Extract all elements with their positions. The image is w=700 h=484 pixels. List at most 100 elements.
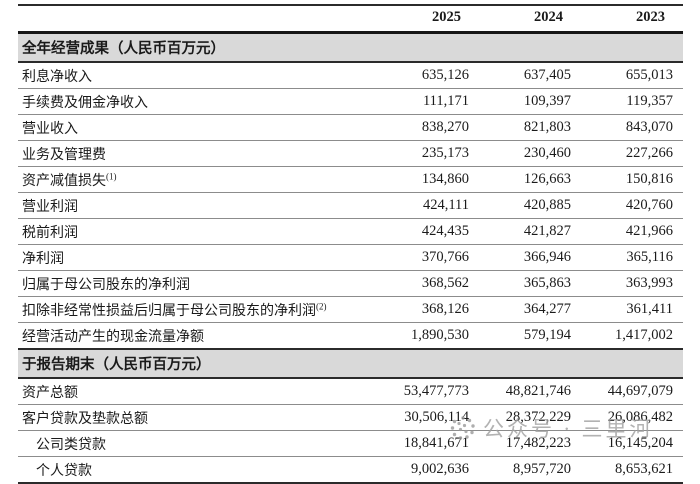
- value-cell: 655,013: [581, 62, 683, 89]
- year-header-row: 2025 2024 2023: [18, 4, 683, 34]
- value-cell: 126,663: [479, 166, 581, 193]
- value-cell: 230,460: [479, 140, 581, 167]
- year-header-2024: 2024: [479, 4, 581, 34]
- row-label-text: 扣除非经常性损益后归属于母公司股东的净利润: [22, 303, 316, 319]
- empty-header-cell: [18, 4, 377, 34]
- row-label: 扣除非经常性损益后归属于母公司股东的净利润(2): [18, 296, 377, 323]
- row-label-text: 税前利润: [22, 225, 78, 241]
- row-label: 个人贷款: [18, 456, 377, 484]
- year-header-2025: 2025: [377, 4, 479, 34]
- value-cell: 28,372,229: [479, 404, 581, 431]
- row-label-text: 利息净收入: [22, 69, 92, 85]
- table-row: 业务及管理费 235,173 230,460 227,266: [18, 140, 683, 167]
- value-cell: 8,653,621: [581, 456, 683, 484]
- section-title: 于报告期末（人民币百万元）: [18, 348, 683, 379]
- value-cell: 235,173: [377, 140, 479, 167]
- footnote-marker: (2): [316, 300, 327, 311]
- value-cell: 366,946: [479, 244, 581, 271]
- value-cell: 8,957,720: [479, 456, 581, 484]
- row-label: 客户贷款及垫款总额: [18, 404, 377, 431]
- table-row: 经营活动产生的现金流量净额 1,890,530 579,194 1,417,002: [18, 322, 683, 350]
- value-cell: 635,126: [377, 62, 479, 89]
- value-cell: 420,885: [479, 192, 581, 219]
- row-label-text: 个人贷款: [36, 463, 92, 479]
- value-cell: 9,002,636: [377, 456, 479, 484]
- table-row: 营业利润 424,111 420,885 420,760: [18, 192, 683, 219]
- table-row: 营业收入 838,270 821,803 843,070: [18, 114, 683, 141]
- value-cell: 30,506,114: [377, 404, 479, 431]
- table-row: 税前利润 424,435 421,827 421,966: [18, 218, 683, 245]
- row-label-text: 营业利润: [22, 199, 78, 215]
- row-label-text: 归属于母公司股东的净利润: [22, 277, 190, 293]
- row-label-text: 净利润: [22, 251, 64, 267]
- value-cell: 134,860: [377, 166, 479, 193]
- value-cell: 1,417,002: [581, 322, 683, 350]
- value-cell: 361,411: [581, 296, 683, 323]
- financial-results-table: 2025 2024 2023 全年经营成果（人民币百万元） 利息净收入 635,12…: [18, 4, 683, 484]
- row-label: 公司类贷款: [18, 430, 377, 457]
- value-cell: 424,435: [377, 218, 479, 245]
- value-cell: 18,841,671: [377, 430, 479, 457]
- row-label: 净利润: [18, 244, 377, 271]
- row-label-text: 营业收入: [22, 121, 78, 137]
- row-label: 业务及管理费: [18, 140, 377, 167]
- value-cell: 109,397: [479, 88, 581, 115]
- table-row: 扣除非经常性损益后归属于母公司股东的净利润(2) 368,126 364,277 36…: [18, 296, 683, 323]
- table-row: 资产减值损失(1) 134,860 126,663 150,816: [18, 166, 683, 193]
- value-cell: 26,086,482: [581, 404, 683, 431]
- value-cell: 424,111: [377, 192, 479, 219]
- value-cell: 637,405: [479, 62, 581, 89]
- value-cell: 150,816: [581, 166, 683, 193]
- value-cell: 420,760: [581, 192, 683, 219]
- value-cell: 365,116: [581, 244, 683, 271]
- value-cell: 370,766: [377, 244, 479, 271]
- row-label: 资产总额: [18, 378, 377, 405]
- value-cell: 368,126: [377, 296, 479, 323]
- value-cell: 17,482,223: [479, 430, 581, 457]
- value-cell: 421,827: [479, 218, 581, 245]
- value-cell: 821,803: [479, 114, 581, 141]
- row-label-text: 资产减值损失: [22, 173, 106, 189]
- row-label: 经营活动产生的现金流量净额: [18, 322, 377, 350]
- value-cell: 16,145,204: [581, 430, 683, 457]
- results-table: 2025 2024 2023 全年经营成果（人民币百万元） 利息净收入 635,12…: [18, 4, 683, 484]
- value-cell: 365,863: [479, 270, 581, 297]
- row-label: 归属于母公司股东的净利润: [18, 270, 377, 297]
- row-label: 营业收入: [18, 114, 377, 141]
- row-label: 手续费及佣金净收入: [18, 88, 377, 115]
- row-label-text: 客户贷款及垫款总额: [22, 411, 148, 427]
- value-cell: 364,277: [479, 296, 581, 323]
- value-cell: 48,821,746: [479, 378, 581, 405]
- value-cell: 227,266: [581, 140, 683, 167]
- section-band-row: 于报告期末（人民币百万元）: [18, 348, 683, 379]
- table-row: 资产总额 53,477,773 48,821,746 44,697,079: [18, 378, 683, 405]
- table-row: 客户贷款及垫款总额 30,506,114 28,372,229 26,086,482: [18, 404, 683, 431]
- year-header-2023: 2023: [581, 4, 683, 34]
- table-row: 个人贷款 9,002,636 8,957,720 8,653,621: [18, 456, 683, 484]
- value-cell: 579,194: [479, 322, 581, 350]
- row-label: 资产减值损失(1): [18, 166, 377, 193]
- table-row: 手续费及佣金净收入 111,171 109,397 119,357: [18, 88, 683, 115]
- value-cell: 53,477,773: [377, 378, 479, 405]
- value-cell: 44,697,079: [581, 378, 683, 405]
- section-title: 全年经营成果（人民币百万元）: [18, 31, 683, 63]
- value-cell: 368,562: [377, 270, 479, 297]
- row-label: 利息净收入: [18, 62, 377, 89]
- footnote-marker: (1): [106, 170, 117, 181]
- section-band-row: 全年经营成果（人民币百万元）: [18, 31, 683, 63]
- table-row: 利息净收入 635,126 637,405 655,013: [18, 62, 683, 89]
- table-row: 公司类贷款 18,841,671 17,482,223 16,145,204: [18, 430, 683, 457]
- value-cell: 838,270: [377, 114, 479, 141]
- row-label-text: 业务及管理费: [22, 147, 106, 163]
- value-cell: 843,070: [581, 114, 683, 141]
- row-label-text: 手续费及佣金净收入: [22, 95, 148, 111]
- value-cell: 363,993: [581, 270, 683, 297]
- row-label: 营业利润: [18, 192, 377, 219]
- table-row: 归属于母公司股东的净利润 368,562 365,863 363,993: [18, 270, 683, 297]
- row-label: 税前利润: [18, 218, 377, 245]
- table-row: 净利润 370,766 366,946 365,116: [18, 244, 683, 271]
- value-cell: 1,890,530: [377, 322, 479, 350]
- value-cell: 421,966: [581, 218, 683, 245]
- row-label-text: 经营活动产生的现金流量净额: [22, 329, 204, 345]
- value-cell: 119,357: [581, 88, 683, 115]
